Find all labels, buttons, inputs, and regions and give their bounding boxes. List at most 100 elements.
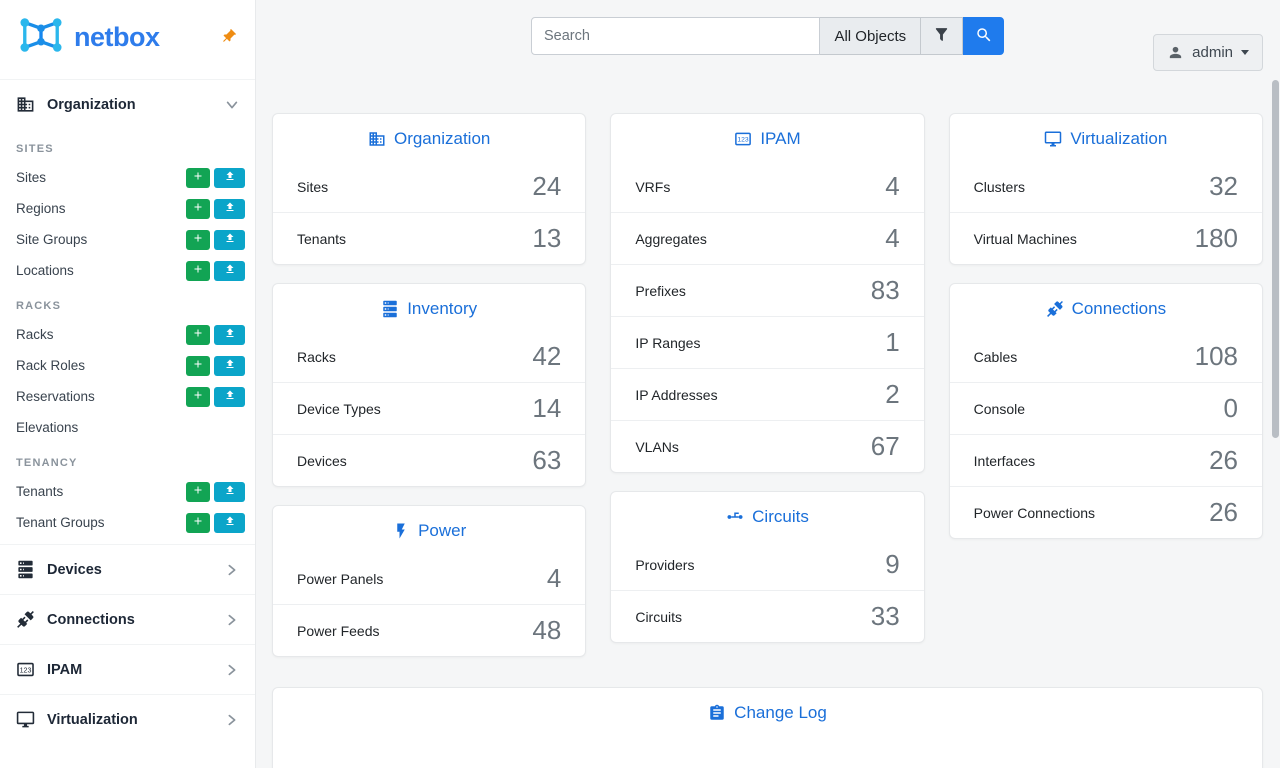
import-button[interactable] — [214, 324, 245, 345]
stat-link-console[interactable]: Console — [973, 400, 1026, 417]
stat-link-ip-ranges[interactable]: IP Ranges — [635, 334, 701, 351]
sidebar-item-elevations[interactable]: Elevations — [16, 420, 79, 435]
sidebar-item-site-groups[interactable]: Site Groups — [0, 224, 255, 255]
stat-link-interfaces[interactable]: Interfaces — [973, 452, 1036, 469]
add-button[interactable] — [186, 481, 210, 502]
add-button[interactable] — [186, 167, 210, 188]
card-title-organization[interactable]: Organization — [273, 114, 585, 161]
card-title-label: Change Log — [734, 703, 827, 722]
netbox-logo-icon[interactable] — [16, 14, 66, 61]
chevron-right-icon — [225, 613, 239, 627]
stat-value: 67 — [870, 431, 900, 461]
stat-link-providers[interactable]: Providers — [635, 556, 695, 573]
stat-link-prefixes[interactable]: Prefixes — [635, 282, 686, 299]
sidebar-section-ipam[interactable]: 123 IPAM — [0, 644, 255, 694]
import-button[interactable] — [214, 260, 245, 281]
stat-link-vrfs[interactable]: VRFs — [635, 178, 671, 195]
add-button[interactable] — [186, 229, 210, 250]
card-title-connections[interactable]: Connections — [950, 284, 1262, 331]
brand-name[interactable]: netbox — [74, 22, 160, 52]
sidebar-section-organization[interactable]: Organization — [0, 79, 255, 129]
card-title-power[interactable]: Power — [273, 506, 585, 553]
search-scope-button[interactable]: All Objects — [820, 17, 922, 55]
stat-link-ip-addresses[interactable]: IP Addresses — [635, 386, 718, 403]
stat-link-virtual-machines[interactable]: Virtual Machines — [973, 230, 1077, 247]
sidebar-item-locations[interactable]: Locations — [0, 255, 255, 286]
sidebar-item-rack-roles[interactable]: Rack Roles — [0, 350, 255, 381]
card-title-inventory[interactable]: Inventory — [273, 284, 585, 331]
stat-link-devices[interactable]: Devices — [297, 452, 347, 469]
add-button[interactable] — [186, 355, 210, 376]
sidebar-item-tenant-groups[interactable]: Tenant Groups — [0, 507, 255, 538]
card-title-circuits[interactable]: Circuits — [611, 492, 923, 539]
sidebar-item-sites[interactable]: Sites — [0, 162, 255, 193]
card-title-virtualization[interactable]: Virtualization — [950, 114, 1262, 161]
add-button[interactable] — [186, 260, 210, 281]
scrollbar-thumb[interactable] — [1272, 80, 1279, 438]
dashboard-column-3: Virtualization Clusters 32 Virtual Machi… — [948, 113, 1263, 539]
stat-link-vlans[interactable]: VLANs — [635, 438, 679, 455]
add-button[interactable] — [186, 386, 210, 407]
stat-value: 42 — [532, 341, 562, 371]
import-button[interactable] — [214, 512, 245, 533]
stat-link-power-feeds[interactable]: Power Feeds — [297, 622, 380, 639]
import-button[interactable] — [214, 481, 245, 502]
stat-value: 63 — [532, 445, 562, 475]
user-menu-button[interactable]: admin — [1153, 34, 1263, 71]
sidebar-item-reservations[interactable]: Reservations — [0, 381, 255, 412]
upload-icon — [224, 484, 236, 499]
card-title-label: Inventory — [407, 299, 478, 318]
add-button[interactable] — [186, 512, 210, 533]
stat-link-clusters[interactable]: Clusters — [973, 178, 1026, 195]
sidebar-item-tenants[interactable]: Tenants — [0, 476, 255, 507]
stat-link-sites[interactable]: Sites — [297, 178, 329, 195]
dashboard-column-1: Organization Sites 24 Tenants 13 — [272, 113, 587, 657]
stat-link-circuits[interactable]: Circuits — [635, 608, 682, 625]
add-button[interactable] — [186, 324, 210, 345]
pin-sidebar-button[interactable] — [218, 26, 239, 50]
stat-link-power-connections[interactable]: Power Connections — [973, 504, 1096, 521]
card-title-ipam[interactable]: 123 IPAM — [611, 114, 923, 161]
sidebar-item-regions[interactable]: Regions — [0, 193, 255, 224]
stat-row: IP Ranges 1 — [611, 316, 924, 368]
stat-link-aggregates[interactable]: Aggregates — [635, 230, 707, 247]
plus-icon — [192, 515, 204, 530]
sidebar-section-connections[interactable]: Connections — [0, 594, 255, 644]
svg-text:123: 123 — [738, 137, 750, 144]
import-button[interactable] — [214, 167, 245, 188]
stat-row: Power Connections 26 — [949, 486, 1262, 538]
stat-row: Virtual Machines 180 — [949, 212, 1262, 264]
brand: netbox — [0, 0, 255, 79]
add-button[interactable] — [186, 198, 210, 219]
card-title-label: Circuits — [752, 507, 809, 526]
card-title-changelog[interactable]: Change Log — [273, 688, 1262, 735]
import-button[interactable] — [214, 198, 245, 219]
sidebar-section-virtualization[interactable]: Virtualization — [0, 694, 255, 744]
search-submit-button[interactable] — [963, 17, 1004, 55]
stat-link-device-types[interactable]: Device Types — [297, 400, 381, 417]
group-heading-racks: RACKS — [16, 300, 62, 312]
import-button[interactable] — [214, 229, 245, 250]
stat-value: 83 — [870, 275, 900, 305]
stat-value: 26 — [1209, 497, 1238, 527]
stat-row: Providers 9 — [611, 539, 923, 590]
stat-link-power-panels[interactable]: Power Panels — [297, 570, 384, 587]
import-button[interactable] — [214, 355, 245, 376]
card-title-label: Connections — [1071, 299, 1167, 318]
stat-link-racks[interactable]: Racks — [297, 348, 336, 365]
stat-row: Devices 63 — [273, 434, 586, 486]
stat-row: Device Types 14 — [273, 382, 586, 434]
search-input[interactable] — [531, 17, 821, 55]
stat-link-cables[interactable]: Cables — [973, 348, 1018, 365]
sidebar-item-racks[interactable]: Racks — [0, 319, 255, 350]
upload-icon — [224, 201, 236, 216]
import-button[interactable] — [214, 386, 245, 407]
sidebar-section-devices[interactable]: Devices — [0, 544, 255, 594]
stat-value: 48 — [532, 615, 562, 645]
sidebar-section-label: Virtualization — [47, 711, 138, 728]
filter-button[interactable] — [921, 17, 964, 55]
stat-link-tenants[interactable]: Tenants — [297, 230, 347, 247]
stat-value: 4 — [885, 223, 900, 253]
stat-value: 13 — [532, 223, 562, 253]
